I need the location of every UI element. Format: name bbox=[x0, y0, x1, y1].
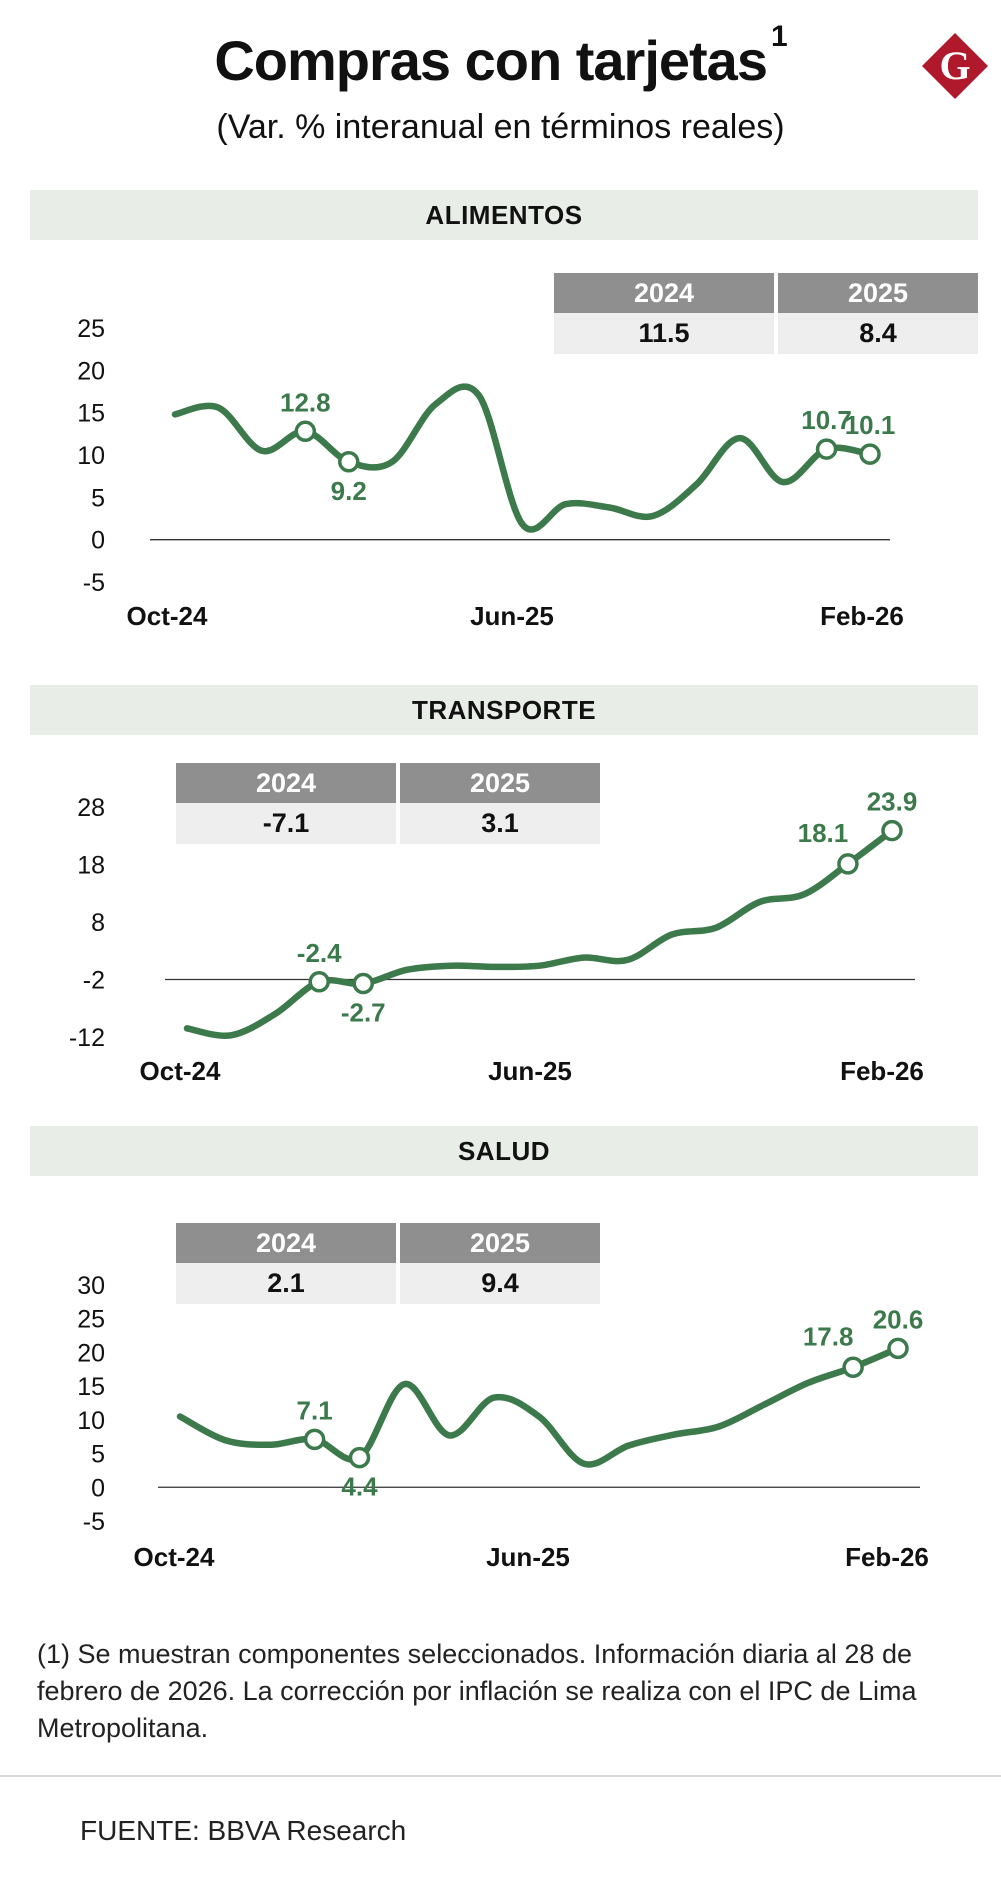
data-label: 10.7 bbox=[801, 405, 852, 435]
y-tick-label: 10 bbox=[77, 442, 105, 470]
section-band-salud: SALUD bbox=[30, 1126, 978, 1176]
x-tick-label: Jun-25 bbox=[470, 601, 554, 631]
y-tick-label: -12 bbox=[69, 1024, 105, 1052]
data-label: 23.9 bbox=[867, 787, 918, 817]
data-point-marker bbox=[881, 819, 903, 842]
page-subtitle: (Var. % interanual en términos reales) bbox=[216, 108, 785, 146]
data-label: -2.4 bbox=[297, 938, 342, 968]
year-summary-transporte: 2024 2025 -7.1 3.1 bbox=[176, 763, 600, 844]
series-line-transporte bbox=[183, 827, 896, 1039]
year-value: 9.4 bbox=[400, 1263, 600, 1304]
gestion-logo-icon: G bbox=[922, 33, 988, 99]
year-header: 2025 bbox=[778, 273, 978, 313]
title-footnote-mark: 1 bbox=[770, 20, 788, 53]
y-tick-label: 0 bbox=[91, 527, 105, 555]
data-point-marker bbox=[352, 972, 374, 995]
year-header: 2024 bbox=[176, 763, 396, 803]
chart-alimentos: 25 20 15 10 5 0 -5 12.8 9.2 10.710.1 Oct-24 Jun-25 F… bbox=[77, 315, 904, 631]
data-point-marker bbox=[837, 853, 859, 875]
y-tick-label: 30 bbox=[77, 1272, 105, 1300]
data-label: 9.2 bbox=[331, 476, 367, 506]
y-tick-label: 0 bbox=[91, 1474, 105, 1502]
data-label: 18.1 bbox=[798, 818, 849, 848]
y-tick-label: 15 bbox=[77, 1373, 105, 1401]
x-tick-label: Feb-26 bbox=[820, 601, 904, 631]
source-note: FUENTE: BBVA Research bbox=[80, 1815, 407, 1846]
logo-letter: G bbox=[939, 43, 970, 88]
x-tick-label: Oct-24 bbox=[140, 1056, 221, 1086]
y-tick-label: 15 bbox=[77, 400, 105, 428]
data-point-marker bbox=[859, 443, 881, 465]
y-tick-label: 8 bbox=[91, 909, 105, 937]
y-tick-label: -5 bbox=[83, 569, 105, 597]
data-point-marker bbox=[815, 438, 838, 460]
y-tick-label: -5 bbox=[83, 1508, 105, 1536]
divider bbox=[0, 1775, 1001, 1777]
year-header: 2025 bbox=[400, 763, 600, 803]
data-label: 17.8 bbox=[803, 1321, 854, 1351]
x-tick-label: Jun-25 bbox=[488, 1056, 572, 1086]
year-value: 3.1 bbox=[400, 803, 600, 844]
year-summary-salud: 2024 2025 2.1 9.4 bbox=[176, 1223, 600, 1304]
y-tick-label: -2 bbox=[83, 967, 105, 995]
y-tick-label: 5 bbox=[91, 484, 105, 512]
x-tick-label: Feb-26 bbox=[845, 1542, 929, 1572]
data-point-marker bbox=[887, 1337, 909, 1360]
y-tick-label: 18 bbox=[77, 852, 105, 880]
section-band-transporte: TRANSPORTE bbox=[30, 685, 978, 735]
chart-salud: 30 25 20 15 10 5 0 -5 7.1 4.4 17.8 20.6 Oct-24 Jun-25… bbox=[77, 1272, 929, 1572]
year-header: 2024 bbox=[554, 273, 774, 313]
section-band-alimentos: ALIMENTOS bbox=[30, 190, 978, 240]
x-tick-label: Oct-24 bbox=[127, 601, 208, 631]
year-header: 2025 bbox=[400, 1223, 600, 1263]
chart-transporte: 28 18 8 -2 -12 -2.4 -2.7 18.1 23.9 Oct-24 Jun-25 Fe… bbox=[69, 787, 924, 1086]
data-point-marker bbox=[338, 451, 360, 473]
title-text: Compras con tarjetas bbox=[214, 29, 768, 92]
data-label: -2.7 bbox=[341, 998, 386, 1028]
y-tick-label: 20 bbox=[77, 357, 105, 385]
year-value: -7.1 bbox=[176, 803, 396, 844]
data-label: 7.1 bbox=[297, 1395, 333, 1425]
data-label: 12.8 bbox=[280, 387, 331, 417]
series-line-salud bbox=[176, 1345, 902, 1468]
year-value: 8.4 bbox=[778, 313, 978, 354]
data-label: 4.4 bbox=[341, 1472, 378, 1502]
page-title: Compras con tarjetas 1 bbox=[0, 20, 1001, 93]
data-point-marker bbox=[308, 971, 330, 993]
data-point-marker bbox=[348, 1446, 371, 1469]
y-tick-label: 28 bbox=[77, 794, 105, 822]
y-tick-label: 5 bbox=[91, 1441, 105, 1469]
x-tick-label: Feb-26 bbox=[840, 1056, 924, 1086]
data-label: 10.1 bbox=[845, 410, 896, 440]
data-point-marker bbox=[842, 1356, 864, 1379]
year-value: 11.5 bbox=[554, 313, 774, 354]
x-tick-label: Jun-25 bbox=[486, 1542, 570, 1572]
y-tick-label: 25 bbox=[77, 1306, 105, 1334]
data-label: 20.6 bbox=[873, 1304, 924, 1334]
year-header: 2024 bbox=[176, 1223, 396, 1263]
y-tick-label: 20 bbox=[77, 1339, 105, 1367]
data-point-marker bbox=[303, 1428, 326, 1451]
year-summary-alimentos: 2024 2025 11.5 8.4 bbox=[554, 273, 978, 354]
data-point-marker bbox=[294, 420, 317, 443]
y-tick-label: 10 bbox=[77, 1407, 105, 1435]
y-tick-label: 25 bbox=[77, 315, 105, 343]
footnote: (1) Se muestran componentes seleccionado… bbox=[37, 1639, 917, 1743]
year-value: 2.1 bbox=[176, 1263, 396, 1304]
x-tick-label: Oct-24 bbox=[134, 1542, 215, 1572]
